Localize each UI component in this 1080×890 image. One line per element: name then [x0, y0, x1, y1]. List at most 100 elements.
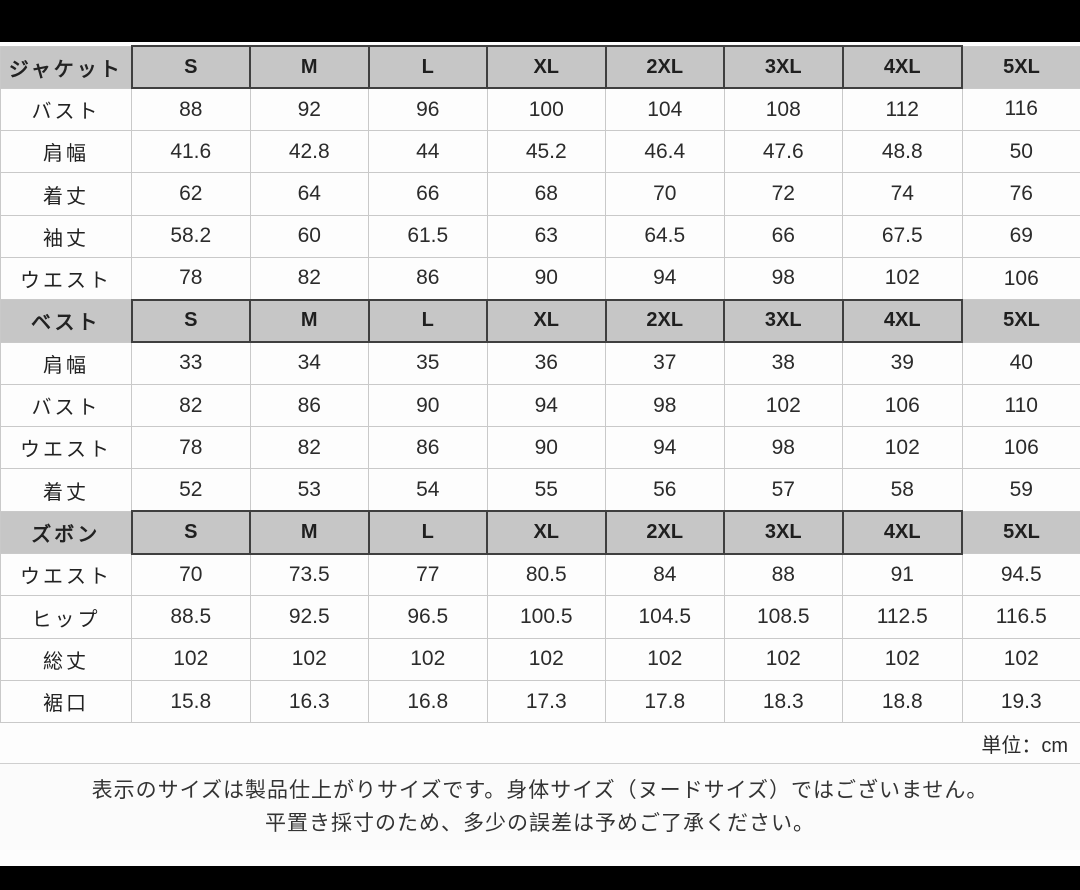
measurement-value-cell: 100: [486, 87, 606, 132]
measurement-value-cell: 102: [605, 637, 725, 681]
measurement-value-cell: 106: [842, 383, 963, 428]
measurement-row: 着丈 62 64 66 68 70 72 74 76: [0, 172, 1080, 216]
size-header-cell: M: [249, 298, 369, 344]
measurement-value-cell: 40: [961, 341, 1080, 385]
measurement-value-cell: 53: [249, 468, 369, 512]
measurement-value-cell: 48.8: [842, 130, 963, 174]
measurement-value-cell: 62: [131, 172, 251, 216]
measurement-label: ウエスト: [0, 256, 132, 301]
size-header-cell: XL: [486, 510, 606, 555]
measurement-value-cell: 16.8: [368, 679, 488, 724]
measurement-value-cell: 47.6: [723, 130, 843, 174]
measurement-label: 着丈: [0, 172, 132, 216]
measurement-value-cell: 82: [249, 426, 369, 470]
measurement-value-cell: 82: [131, 383, 251, 428]
size-header-cell: S: [130, 44, 251, 90]
measurement-value-cell: 70: [605, 172, 725, 216]
measurement-value-cell: 102: [131, 637, 251, 681]
size-header-cell: L: [367, 510, 488, 555]
measurement-label: 肩幅: [0, 130, 132, 174]
measurement-value-cell: 36: [486, 341, 606, 385]
measurement-row: バスト 88 92 96 100 104 108 112 116: [0, 87, 1080, 132]
disclaimer-notes: 表示のサイズは製品仕上がりサイズです。身体サイズ（ヌードサイズ）ではございません…: [0, 764, 1080, 851]
section-name: ジャケット: [0, 45, 132, 89]
measurement-value-cell: 102: [368, 637, 488, 681]
measurement-value-cell: 18.8: [842, 679, 963, 724]
measurement-row: 肩幅 33 34 35 36 37 38 39 40: [0, 341, 1080, 385]
measurement-value-cell: 88.5: [131, 595, 251, 639]
measurement-label: 袖丈: [0, 214, 132, 258]
size-header-cell: XL: [486, 298, 606, 344]
measurement-value-cell: 66: [723, 214, 843, 258]
size-header-cell: 3XL: [723, 44, 843, 90]
measurement-value-cell: 57: [723, 468, 843, 512]
measurement-label: バスト: [0, 87, 132, 132]
measurement-value-cell: 44: [368, 130, 488, 174]
size-header-cell: 5XL: [961, 510, 1080, 555]
measurement-value-cell: 17.3: [486, 679, 606, 724]
top-letterbox-bar: [0, 0, 1080, 42]
size-header-cell: 2XL: [604, 44, 725, 90]
size-header-cell: 5XL: [961, 299, 1080, 343]
measurement-value-cell: 88: [723, 553, 843, 597]
size-header-cell: XL: [486, 44, 606, 90]
size-table-body: ジャケット S M L XL 2XL 3XL 4XL 5XL バスト 88 92 96 100 104 108…: [0, 44, 1080, 724]
measurement-value-cell: 102: [842, 637, 963, 681]
unit-row: 単位：cm: [0, 723, 1080, 765]
measurement-value-cell: 78: [131, 426, 251, 470]
size-header-cell: 4XL: [841, 298, 963, 344]
measurement-value-cell: 88: [131, 87, 251, 132]
measurement-value-cell: 52: [131, 468, 251, 512]
note-line-2: 平置き採寸のため、多少の誤差は予めご了承ください。: [265, 811, 815, 835]
size-table: ジャケット S M L XL 2XL 3XL 4XL 5XL バスト 88 92 96 100 104 108…: [0, 44, 1080, 724]
measurement-value-cell: 17.8: [605, 679, 725, 724]
size-header-cell: 2XL: [604, 298, 725, 344]
measurement-value-cell: 94: [605, 256, 725, 301]
measurement-value-cell: 73.5: [249, 553, 369, 597]
size-header-cell: L: [367, 44, 488, 90]
note-line-1: 表示のサイズは製品仕上がりサイズです。身体サイズ（ヌードサイズ）ではございません…: [91, 778, 989, 802]
size-header-cell: 3XL: [723, 298, 843, 344]
section-header-row: ベスト S M L XL 2XL 3XL 4XL 5XL: [0, 298, 1080, 344]
measurement-value-cell: 102: [249, 637, 369, 681]
measurement-value-cell: 69: [961, 214, 1080, 258]
measurement-value-cell: 58: [842, 468, 963, 512]
unit-label: 単位：cm: [981, 734, 1068, 757]
measurement-value-cell: 104.5: [605, 595, 725, 639]
measurement-value-cell: 54: [368, 468, 488, 512]
measurement-value-cell: 86: [249, 383, 369, 428]
measurement-value-cell: 77: [368, 553, 488, 597]
measurement-value-cell: 112: [842, 87, 963, 132]
measurement-value-cell: 94: [605, 426, 725, 470]
measurement-value-cell: 59: [961, 468, 1080, 512]
measurement-row: 総丈 102 102 102 102 102 102 102 102: [0, 637, 1080, 681]
measurement-value-cell: 116: [961, 87, 1080, 132]
measurement-value-cell: 78: [131, 256, 251, 301]
measurement-value-cell: 106: [961, 256, 1080, 301]
measurement-value-cell: 90: [486, 426, 606, 470]
measurement-value-cell: 16.3: [249, 679, 369, 724]
measurement-value-cell: 100.5: [486, 595, 606, 639]
measurement-value-cell: 66: [368, 172, 488, 216]
section-header-row: ジャケット S M L XL 2XL 3XL 4XL 5XL: [0, 44, 1080, 90]
measurement-value-cell: 94: [486, 383, 606, 428]
measurement-value-cell: 94.5: [961, 553, 1080, 597]
measurement-value-cell: 41.6: [131, 130, 251, 174]
measurement-value-cell: 86: [368, 426, 488, 470]
measurement-row: 袖丈 58.2 60 61.5 63 64.5 66 67.5 69: [0, 214, 1080, 258]
measurement-value-cell: 112.5: [842, 595, 963, 639]
measurement-row: 肩幅 41.6 42.8 44 45.2 46.4 47.6 48.8 50: [0, 130, 1080, 174]
measurement-row: 着丈 52 53 54 55 56 57 58 59: [0, 468, 1080, 512]
measurement-value-cell: 55: [486, 468, 606, 512]
measurement-value-cell: 63: [486, 214, 606, 258]
measurement-value-cell: 19.3: [961, 679, 1080, 724]
size-header-cell: 4XL: [841, 510, 963, 555]
measurement-label: 着丈: [0, 468, 132, 512]
section-name: ベスト: [0, 299, 132, 343]
measurement-label: 総丈: [0, 637, 132, 681]
measurement-value-cell: 67.5: [842, 214, 963, 258]
measurement-row: 裾口 15.8 16.3 16.8 17.3 17.8 18.3 18.8 19.3: [0, 679, 1080, 724]
measurement-value-cell: 106: [961, 426, 1080, 470]
measurement-value-cell: 96: [368, 87, 488, 132]
